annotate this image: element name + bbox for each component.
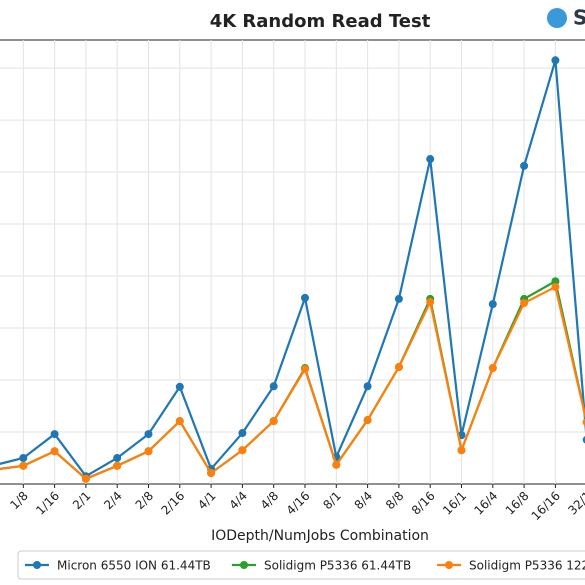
data-point xyxy=(332,460,341,469)
legend-marker xyxy=(33,561,41,569)
data-point xyxy=(394,363,403,372)
legend-marker xyxy=(445,561,453,569)
data-point xyxy=(363,416,372,425)
data-point xyxy=(19,454,28,463)
data-point xyxy=(175,382,184,391)
data-point xyxy=(269,417,278,426)
data-point xyxy=(426,298,435,307)
data-point xyxy=(551,56,560,65)
series-line xyxy=(0,59,585,478)
data-point xyxy=(426,155,435,164)
data-point xyxy=(394,294,403,303)
x-tick-label: 1/16 xyxy=(33,489,62,518)
x-tick-label: 4/4 xyxy=(226,489,250,513)
data-point xyxy=(113,461,122,470)
legend-marker xyxy=(240,561,248,569)
x-tick-label: 16/4 xyxy=(471,489,500,518)
data-point xyxy=(144,447,153,456)
x-tick-label: 16/16 xyxy=(529,489,563,523)
data-point xyxy=(113,454,122,463)
x-tick-label: 8/1 xyxy=(320,489,344,513)
data-point xyxy=(457,446,466,455)
data-point xyxy=(269,382,278,391)
data-point xyxy=(144,430,153,439)
data-point xyxy=(488,364,497,373)
x-tick-label: 4/1 xyxy=(195,489,219,513)
x-tick-label: 2/4 xyxy=(101,489,125,513)
data-point xyxy=(50,447,59,456)
legend-label: Solidigm P5336 61.44TB xyxy=(264,559,411,573)
data-point xyxy=(301,365,309,374)
series-line xyxy=(0,285,585,481)
legend-label: Solidigm P5336 122 xyxy=(469,559,585,573)
x-tick-label: 2/16 xyxy=(158,489,187,518)
logo-text: S xyxy=(573,6,585,30)
data-point xyxy=(81,474,90,483)
data-point xyxy=(520,299,529,308)
legend xyxy=(17,550,585,580)
logo-icon xyxy=(547,8,567,28)
data-point xyxy=(301,293,309,302)
data-point xyxy=(520,161,529,170)
data-point xyxy=(50,430,59,439)
x-tick-label: 32/1 xyxy=(565,489,585,518)
data-point xyxy=(238,446,247,455)
data-point xyxy=(582,436,585,444)
x-tick-label: 16/1 xyxy=(440,489,469,518)
chart-title: 4K Random Read Test xyxy=(210,11,431,32)
x-tick-label: 16/8 xyxy=(503,489,532,518)
data-point xyxy=(551,282,560,291)
x-axis-label: IODepth/NumJobs Combination xyxy=(211,528,429,544)
data-point xyxy=(363,382,372,391)
x-tick-label: 8/4 xyxy=(352,489,376,513)
x-tick-label: 4/16 xyxy=(284,489,313,518)
data-point xyxy=(207,469,216,478)
data-point xyxy=(551,277,560,286)
data-point xyxy=(582,418,585,426)
x-tick-label: 8/8 xyxy=(383,489,407,513)
x-tick-label: 2/1 xyxy=(70,489,94,513)
x-tick-label: 8/16 xyxy=(409,489,438,518)
x-tick-label: 1/8 xyxy=(7,489,31,513)
data-point xyxy=(19,461,28,470)
data-point xyxy=(175,417,184,426)
data-point xyxy=(488,300,497,309)
x-tick-label: 4/8 xyxy=(258,489,282,513)
data-point xyxy=(238,429,247,438)
x-tick-label: 2/8 xyxy=(133,489,157,513)
legend-label: Micron 6550 ION 61.44TB xyxy=(57,559,211,573)
